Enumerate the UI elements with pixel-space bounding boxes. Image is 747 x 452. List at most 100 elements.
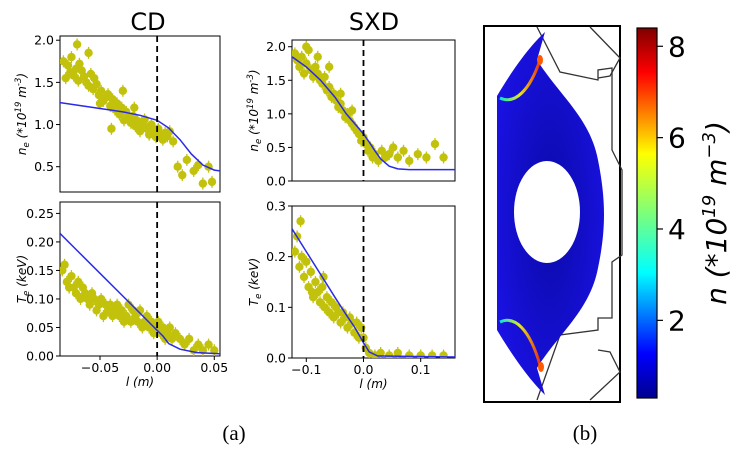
model-line: [60, 101, 220, 172]
y-tick-label: 2.0: [266, 39, 286, 54]
vessel-wall: [536, 26, 623, 401]
x-tick-label: 0.0: [354, 362, 374, 377]
cd-temperature-panel: 0.00 0.05 0.10 0.15 0.20 0.25 −0.05 0.00 0.05 l (…: [15, 201, 228, 389]
colorbar: 2 4 6 8 n (*1019 m−3): [636, 27, 733, 399]
data-point: [135, 306, 145, 315]
y-tick-label: 0.10: [26, 291, 54, 306]
colorbar-gradient: [636, 27, 658, 399]
plot-area: [292, 206, 455, 358]
data-point: [393, 153, 403, 162]
data-point: [72, 40, 82, 49]
data-point: [60, 260, 69, 269]
density-map: [483, 25, 623, 403]
sxd-density-panel: 0.0 0.5 1.0 1.5 2.0ne (*1019 m-3): [246, 39, 456, 189]
data-point: [117, 306, 126, 315]
x-tick-label: 0.1: [411, 362, 431, 377]
data-point: [112, 300, 122, 309]
data-point: [124, 300, 133, 309]
data-point: [133, 317, 142, 326]
data-point: [126, 317, 136, 326]
data-point: [158, 323, 168, 332]
y-tick-label: 0.25: [26, 206, 54, 221]
y-tick-label: 0.00: [26, 349, 54, 364]
data-point: [393, 348, 403, 358]
lower-leg-streak: [499, 318, 542, 366]
caption-a: (a): [222, 421, 245, 445]
data-point: [173, 162, 182, 171]
data-point: [370, 149, 380, 159]
data-point: [178, 170, 187, 180]
x-tick-label: 0.00: [143, 360, 171, 375]
data-point: [320, 72, 329, 82]
x-tick-label: 0.05: [200, 360, 228, 375]
data-point: [405, 156, 414, 166]
y-tick-label: 0.05: [26, 320, 54, 335]
upper-leg-streak: [499, 59, 542, 102]
y-axis-label: ne (*1019 m-3): [246, 69, 264, 151]
data-point: [182, 155, 192, 165]
colorbar-tick-label: 2: [668, 304, 686, 337]
data-point: [168, 137, 178, 146]
y-tick-label: 0.5: [266, 140, 286, 155]
data-point: [189, 166, 198, 176]
data-point: [71, 289, 81, 298]
data-point: [376, 348, 385, 358]
data-point: [106, 300, 115, 309]
data-point: [324, 62, 334, 72]
data-point: [336, 89, 345, 98]
data-point: [84, 48, 93, 58]
data-point: [307, 287, 317, 297]
lower-xpoint-spot: [538, 362, 544, 372]
colorbar-tick-label: 4: [668, 213, 686, 246]
model-line: [60, 232, 220, 355]
plot-frame: [59, 201, 221, 357]
colorbar-tick-label: 6: [668, 122, 686, 155]
divertor-upper: [589, 26, 621, 79]
data-point: [165, 323, 174, 332]
data-point: [347, 106, 357, 115]
y-tick-label: 0.20: [26, 234, 54, 249]
data-point: [90, 294, 99, 304]
data-point: [194, 340, 203, 349]
data-point: [204, 340, 213, 349]
data-point: [96, 294, 106, 304]
data-point: [299, 69, 309, 78]
y-tick-label: 0.1: [266, 300, 286, 315]
data-point: [154, 317, 163, 326]
data-point: [377, 146, 386, 155]
y-tick-label: 0.2: [266, 249, 286, 264]
data-point: [122, 311, 131, 321]
data-point: [96, 86, 106, 96]
data-point: [296, 217, 305, 226]
data-point: [413, 149, 423, 159]
data-point: [74, 277, 83, 287]
cd-density-panel: 0.5 1.0 1.5 2.0 ne (*1019 m-3): [14, 33, 221, 193]
y-tick-label: 1.5: [34, 75, 54, 90]
y-tick-label: 0.0: [266, 351, 286, 366]
caption-b: (b): [573, 421, 598, 445]
data-point: [85, 300, 94, 309]
y-tick-label: 1.0: [266, 106, 286, 121]
data-point: [324, 82, 334, 92]
y-axis-label: Te (keV): [15, 255, 32, 303]
x-tick-label: −0.1: [291, 362, 321, 377]
data-point: [422, 153, 431, 162]
data-point: [184, 334, 194, 344]
data-point: [399, 146, 408, 155]
data-point: [92, 79, 101, 89]
data-point: [389, 143, 398, 152]
data-point: [385, 149, 394, 159]
core-region: [514, 161, 580, 263]
data-point: [171, 328, 180, 338]
data-point: [210, 346, 219, 355]
colorbar-label: n (*1019 m−3): [699, 121, 733, 305]
y-tick-label: 0.3: [266, 199, 286, 214]
plot-area: [292, 40, 455, 181]
data-point: [67, 52, 76, 62]
y-tick-label: 0.0: [266, 174, 286, 189]
model-line: [292, 56, 455, 171]
data-point: [313, 52, 322, 61]
title-cd: CD: [130, 8, 165, 36]
colorbar-tick-label: 8: [668, 30, 686, 63]
data-point: [107, 124, 116, 133]
